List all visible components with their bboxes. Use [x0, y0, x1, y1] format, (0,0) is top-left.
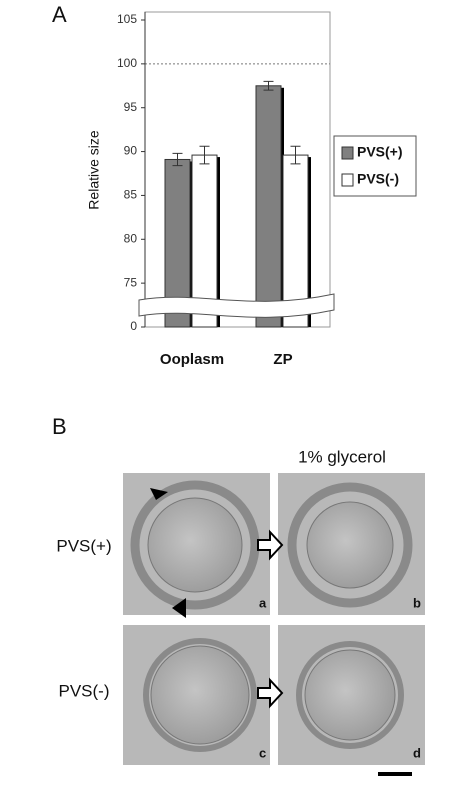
error-bar: [263, 80, 274, 91]
column-title: 1% glycerol: [298, 447, 386, 466]
zona: [296, 641, 404, 749]
y-tick-label: 105: [117, 12, 137, 26]
x-tick-label: ZP: [273, 351, 292, 368]
arrow: [257, 529, 284, 561]
image-label: c: [259, 745, 266, 760]
zona: [143, 638, 257, 752]
legend-swatch: [341, 173, 354, 187]
axis-break: [138, 293, 335, 318]
scale-bar: [378, 772, 412, 776]
arrow: [257, 677, 284, 709]
micrographs: [123, 473, 425, 776]
image-label: b: [413, 595, 421, 610]
error-bar: [172, 152, 183, 167]
image-label: d: [413, 745, 421, 760]
bar: [255, 85, 282, 328]
legend-label: PVS(-): [357, 171, 399, 187]
y-axis-label: Relative size: [86, 130, 102, 210]
cell: [306, 501, 394, 589]
y-tick-label: 90: [124, 144, 138, 158]
error-bar: [290, 145, 301, 165]
y-tick-label: 75: [124, 275, 138, 289]
x-tick-label: Ooplasm: [160, 351, 224, 368]
bar: [282, 154, 309, 328]
panel-label: A: [52, 2, 67, 27]
cell: [150, 645, 250, 745]
row-label: PVS(+): [56, 536, 111, 555]
panel-label: B: [52, 414, 67, 439]
arrowhead: [150, 488, 168, 500]
zona: [287, 482, 413, 608]
legend-label: PVS(+): [357, 144, 403, 160]
error-bar: [199, 145, 210, 165]
arrowhead: [172, 598, 186, 618]
legend-swatch: [341, 146, 354, 160]
cell: [147, 497, 243, 593]
y-tick-label: 0: [130, 319, 137, 333]
y-tick-label: 100: [117, 56, 137, 70]
image-label: a: [259, 595, 267, 610]
y-tick-label: 85: [124, 188, 138, 202]
y-tick-label: 80: [124, 231, 138, 245]
zona: [130, 480, 260, 610]
y-tick-label: 95: [124, 100, 138, 114]
cell: [304, 649, 396, 741]
row-label: PVS(-): [59, 681, 110, 700]
